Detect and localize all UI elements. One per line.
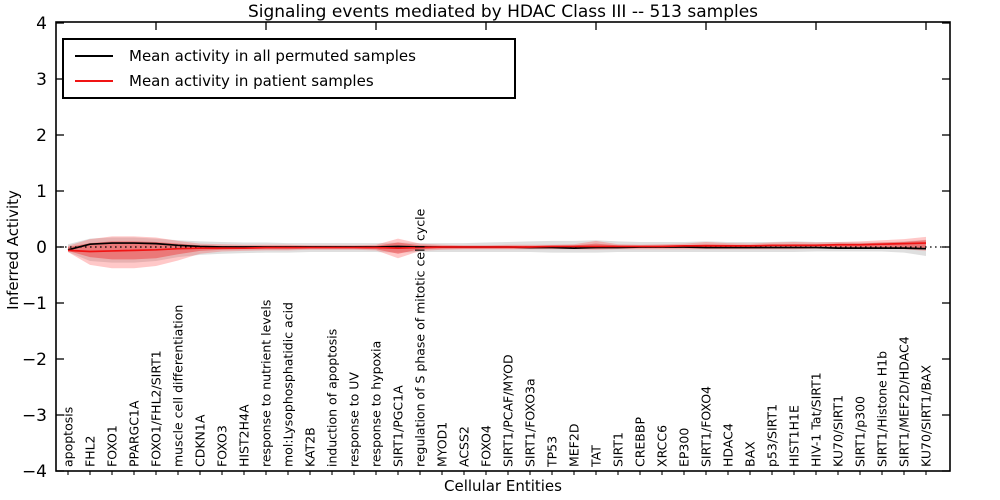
x-category-label: response to nutrient levels — [259, 300, 274, 467]
legend-line-patient-swatch — [75, 80, 113, 82]
x-category-label: EP300 — [677, 428, 692, 467]
legend-line-permuted-swatch — [75, 55, 113, 57]
y-tick-label: −3 — [22, 406, 47, 426]
x-category-label: PPARGC1A — [127, 400, 142, 467]
x-category-label: FOXO3 — [215, 425, 230, 467]
x-category-label: FOXO4 — [479, 425, 494, 467]
x-category-label: mol:Lysophosphatidic acid — [281, 302, 296, 467]
band-permuted-samples-range — [68, 237, 926, 263]
line-patient-mean — [67, 242, 927, 253]
legend-item-patient: Mean activity in patient samples — [75, 72, 514, 90]
x-category-label: SIRT1/Histone H1b — [875, 351, 890, 467]
x-category-label: CDKN1A — [193, 414, 208, 467]
y-tick-label: −1 — [22, 294, 47, 314]
x-category-label: KU70/SIRT1 — [831, 395, 846, 467]
x-category-label: FOXO1 — [105, 425, 120, 467]
chart-title: Signaling events mediated by HDAC Class … — [247, 2, 759, 22]
y-tick-label: −2 — [22, 350, 47, 370]
y-tick-label: −4 — [22, 462, 47, 482]
y-tick-label: 4 — [36, 14, 47, 34]
x-category-label: XRCC6 — [655, 425, 670, 467]
x-category-label: HDAC4 — [721, 423, 736, 467]
x-category-label: CREBBP — [633, 417, 648, 467]
x-category-label: muscle cell differentiation — [171, 305, 186, 467]
x-category-label: FHL2 — [83, 435, 98, 467]
legend-label-patient: Mean activity in patient samples — [129, 72, 374, 90]
x-category-label: regulation of S phase of mitotic cell cy… — [413, 208, 428, 467]
x-category-label: apoptosis — [61, 407, 76, 467]
x-category-label: SIRT1/FOXO4 — [699, 386, 714, 467]
x-category-label: response to hypoxia — [369, 341, 384, 467]
x-category-label: FOXO1/FHL2/SIRT1 — [149, 350, 164, 467]
legend-label-permuted: Mean activity in all permuted samples — [129, 47, 416, 65]
x-category-label: SIRT1/MEF2D/HDAC4 — [897, 336, 912, 467]
x-axis-label: Cellular Entities — [444, 477, 562, 495]
x-category-label: HIV-1 Tat/SIRT1 — [809, 372, 824, 467]
y-axis-label: Inferred Activity — [4, 190, 22, 310]
x-category-label: SIRT1/PGC1A — [391, 385, 406, 467]
x-category-label: ACSS2 — [457, 426, 472, 467]
x-category-label: SIRT1/PCAF/MYOD — [501, 354, 516, 467]
x-category-label: MYOD1 — [435, 422, 450, 467]
x-category-label: HIST1H1E — [787, 405, 802, 467]
x-category-label: induction of apoptosis — [325, 329, 340, 467]
x-category-label: response to UV — [347, 372, 362, 467]
legend-item-permuted: Mean activity in all permuted samples — [75, 47, 514, 65]
x-category-label: SIRT1/p300 — [853, 396, 868, 467]
x-category-label: p53/SIRT1 — [765, 404, 780, 467]
y-tick-label: 0 — [36, 238, 47, 258]
y-tick-label: 3 — [36, 70, 47, 90]
x-category-label: HIST2H4A — [237, 404, 252, 467]
x-category-label: MEF2D — [567, 424, 582, 467]
y-tick-label: 1 — [36, 182, 47, 202]
x-category-label: TP53 — [545, 436, 560, 468]
x-category-label: TAT — [589, 445, 604, 468]
y-tick-label: 2 — [36, 126, 47, 146]
x-category-label: SIRT1 — [611, 432, 626, 467]
x-category-label: KAT2B — [303, 427, 318, 467]
legend: Mean activity in all permuted samples Me… — [62, 38, 516, 99]
x-category-label: KU70/SIRT1/BAX — [919, 365, 934, 467]
band-patient-samples-range-outer — [68, 236, 926, 269]
x-category-label: BAX — [743, 441, 758, 467]
x-category-label: SIRT1/FOXO3a — [523, 378, 538, 467]
